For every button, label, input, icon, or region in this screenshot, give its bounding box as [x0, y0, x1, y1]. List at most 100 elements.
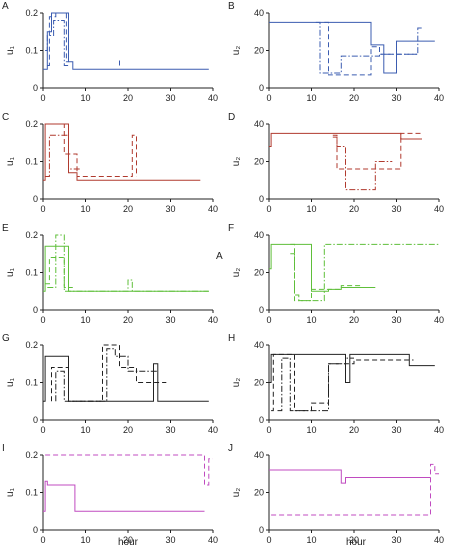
panel-label-j: J	[228, 443, 233, 454]
y-tick-label-g-1: 0.1	[25, 378, 38, 388]
x-tick-label-i-4: 40	[208, 535, 218, 545]
x-tick-label-a-2: 20	[123, 93, 133, 103]
series-e-1	[45, 257, 73, 288]
series-d-2	[332, 136, 393, 191]
x-tick-label-j-2: 20	[349, 535, 359, 545]
panel-label-d: D	[228, 112, 235, 123]
series-h-1	[271, 353, 414, 412]
x-tick-label-g-0: 0	[40, 425, 45, 435]
y-tick-label-d-0: 0	[259, 194, 264, 204]
y-axis-label-d: u₂	[231, 157, 242, 167]
x-tick-label-h-0: 0	[266, 425, 271, 435]
x-tick-label-f-1: 10	[306, 315, 316, 325]
x-tick-label-e-2: 20	[123, 315, 133, 325]
panel-j: J 0 20 40 0 10 20 30 40 u₂	[228, 443, 444, 545]
y-tick-label-f-2: 40	[254, 230, 264, 240]
panel-label-c: C	[2, 112, 9, 123]
x-tick-label-h-4: 40	[434, 425, 444, 435]
series-h-2	[277, 357, 354, 412]
panels: A 0 0.1 0.2 0 10 20 30 40 u₁ B 0 20 40 0 10 20 30 40 u₂ C 0 0.…	[2, 1, 444, 545]
x-tick-label-d-3: 30	[391, 204, 401, 214]
y-tick-label-a-2: 0.2	[25, 8, 38, 18]
series-c-2	[45, 134, 82, 177]
panel-label-b: B	[228, 1, 235, 12]
panel-label-f: F	[228, 223, 234, 234]
y-tick-label-b-2: 40	[254, 8, 264, 18]
panel-label-i: I	[2, 443, 5, 454]
y-axis-label-j: u₂	[231, 488, 242, 498]
x-tick-label-g-4: 40	[208, 425, 218, 435]
series-j-0	[269, 469, 431, 484]
x-tick-label-a-0: 0	[40, 93, 45, 103]
y-tick-label-h-0: 0	[259, 415, 264, 425]
series-b-1	[324, 21, 418, 76]
x-tick-label-g-3: 30	[165, 425, 175, 435]
panel-i: I 0 0.1 0.2 0 10 20 30 40 u₁	[2, 443, 218, 545]
y-tick-label-d-1: 20	[254, 157, 264, 167]
y-tick-label-j-1: 20	[254, 488, 264, 498]
y-axis-label-g: u₁	[5, 377, 16, 387]
x-axis-label-right: hour	[346, 537, 367, 548]
y-tick-label-i-0: 0	[33, 525, 38, 535]
y-tick-label-e-2: 0.2	[25, 230, 38, 240]
series-c-0	[43, 123, 201, 181]
panel-d: D 0 20 40 0 10 20 30 40 u₂	[228, 112, 444, 214]
series-f-0	[269, 243, 376, 292]
series-g-2	[55, 348, 158, 402]
x-tick-label-f-2: 20	[349, 315, 359, 325]
panel-c: C 0 0.1 0.2 0 10 20 30 40 u₁	[2, 112, 218, 214]
y-tick-label-j-2: 40	[254, 450, 264, 460]
panel-label-h: H	[228, 333, 235, 344]
panel-h: H 0 20 40 0 10 20 30 40 u₂	[228, 333, 444, 435]
x-tick-label-b-3: 30	[391, 93, 401, 103]
y-tick-label-f-0: 0	[259, 305, 264, 315]
x-tick-label-j-1: 10	[306, 535, 316, 545]
series-g-0	[43, 355, 209, 402]
x-tick-label-g-1: 10	[80, 425, 90, 435]
series-e-2	[47, 234, 209, 292]
series-g-1	[51, 344, 167, 402]
y-tick-label-e-0: 0	[33, 305, 38, 315]
x-tick-label-h-1: 10	[306, 425, 316, 435]
x-tick-label-b-0: 0	[266, 93, 271, 103]
y-tick-label-c-2: 0.2	[25, 119, 38, 129]
x-tick-label-h-3: 30	[391, 425, 401, 435]
x-axis-label-left: hour	[118, 537, 139, 548]
x-tick-label-a-3: 30	[165, 93, 175, 103]
panel-label-a: A	[2, 1, 9, 12]
panel-label-e: E	[2, 223, 9, 234]
panel-e: E 0 0.1 0.2 0 10 20 30 40 u₁	[2, 223, 218, 325]
y-axis-label-f: u₂	[231, 268, 242, 278]
x-tick-label-e-0: 0	[40, 315, 45, 325]
series-j-1	[271, 463, 439, 516]
x-tick-label-e-1: 10	[80, 315, 90, 325]
y-axis-label-b: u₂	[231, 46, 242, 56]
y-tick-label-b-0: 0	[259, 83, 264, 93]
y-tick-label-h-1: 20	[254, 378, 264, 388]
y-axis-label-e: u₁	[5, 267, 16, 277]
series-b-0	[269, 21, 435, 74]
x-tick-label-b-4: 40	[434, 93, 444, 103]
stray-text: A	[216, 251, 223, 262]
x-tick-label-c-0: 0	[40, 204, 45, 214]
x-tick-label-d-2: 20	[349, 204, 359, 214]
x-tick-label-e-3: 30	[165, 315, 175, 325]
series-d-1	[332, 132, 422, 170]
series-i-0	[43, 480, 205, 512]
series-f-2	[290, 243, 439, 302]
panel-f: F 0 20 40 0 10 20 30 40 u₂	[228, 223, 444, 325]
panel-a: A 0 0.1 0.2 0 10 20 30 40 u₁	[2, 1, 218, 103]
x-tick-label-a-4: 40	[208, 93, 218, 103]
x-tick-label-d-1: 10	[306, 204, 316, 214]
y-tick-label-f-1: 20	[254, 268, 264, 278]
x-tick-label-j-4: 40	[434, 535, 444, 545]
y-tick-label-g-2: 0.2	[25, 340, 38, 350]
y-tick-label-b-1: 20	[254, 46, 264, 56]
panel-b: B 0 20 40 0 10 20 30 40 u₂	[228, 1, 444, 103]
series-d-0	[269, 132, 422, 147]
y-axis-label-a: u₁	[5, 45, 16, 55]
y-tick-label-i-2: 0.2	[25, 450, 38, 460]
y-tick-label-g-0: 0	[33, 415, 38, 425]
y-tick-label-c-1: 0.1	[25, 157, 38, 167]
x-tick-label-c-1: 10	[80, 204, 90, 214]
